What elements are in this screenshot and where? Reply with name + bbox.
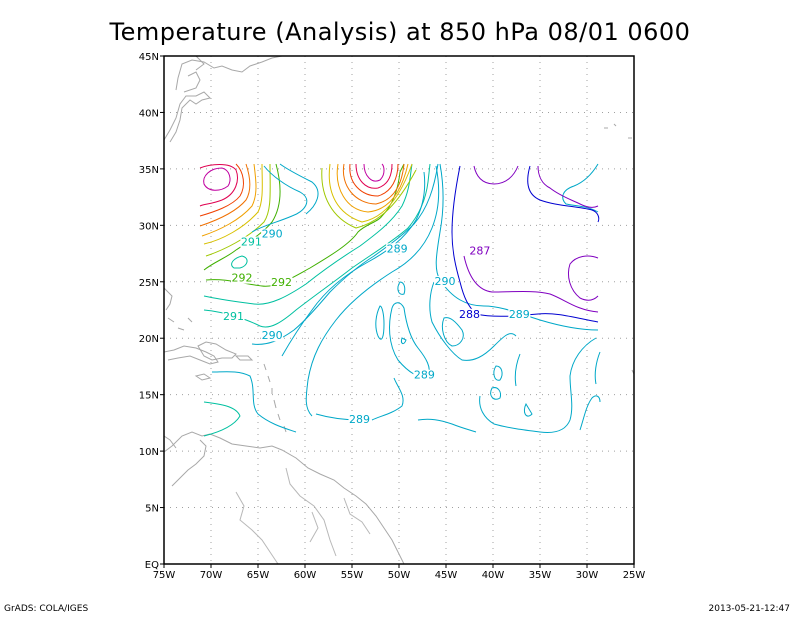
lat-tick-label: 45N xyxy=(139,52,159,63)
lon-tick-label: 40W xyxy=(482,570,505,581)
contour-label-bg xyxy=(261,330,284,342)
contour-label: 287 xyxy=(469,245,490,258)
timestamp: 2013-05-21-12:47 xyxy=(708,604,791,614)
lon-tick-label: 65W xyxy=(247,570,270,581)
longitude-tick-labels: 75W 70W 65W 60W 55W 50W 45W 40W 35W 30W 25W xyxy=(153,564,646,581)
coastlines xyxy=(163,55,635,565)
map-title: Temperature (Analysis) at 850 hPa 08/01 … xyxy=(109,18,691,46)
lat-tick-label: 10N xyxy=(139,447,159,458)
lat-tick-label: 5N xyxy=(145,504,159,515)
contour-label: 292 xyxy=(271,276,292,289)
lon-tick-label: 75W xyxy=(153,570,176,581)
lat-tick-label: 35N xyxy=(139,165,159,176)
contour-label: 290 xyxy=(435,275,456,288)
lon-tick-label: 35W xyxy=(529,570,552,581)
contour-label: 289 xyxy=(387,242,408,255)
latitude-tick-labels: EQ 5N 10N 15N 20N 25N 30N 35N 40N 45N xyxy=(139,52,164,571)
contour-label-bg xyxy=(434,276,457,288)
lat-tick-label: 15N xyxy=(139,391,159,402)
contour-label: 290 xyxy=(262,228,283,241)
contour-label-bg xyxy=(386,243,409,255)
lat-tick-label: 40N xyxy=(139,108,159,119)
contour-label: 291 xyxy=(223,310,244,323)
lat-tick-label: 25N xyxy=(139,278,159,289)
contour-label: 289 xyxy=(414,369,435,382)
contour-label-bg xyxy=(270,277,293,289)
contour-label-bg xyxy=(240,236,263,248)
grid-lines xyxy=(164,56,634,564)
lat-tick-label: EQ xyxy=(145,560,159,571)
lon-tick-label: 25W xyxy=(623,570,646,581)
lat-tick-label: 20N xyxy=(139,334,159,345)
contour-label-bg xyxy=(413,369,436,381)
contour-label: 292 xyxy=(232,272,253,285)
contour-label: 289 xyxy=(509,308,530,321)
lon-tick-label: 30W xyxy=(576,570,599,581)
lon-tick-label: 45W xyxy=(435,570,458,581)
contour-label: 289 xyxy=(349,413,370,426)
lat-tick-label: 30N xyxy=(139,221,159,232)
contour-label: 291 xyxy=(241,236,262,249)
contour-label-bg xyxy=(222,311,245,323)
lon-tick-label: 55W xyxy=(341,570,364,581)
lon-tick-label: 60W xyxy=(294,570,317,581)
contour-label: 288 xyxy=(459,308,480,321)
contour-label-bg xyxy=(261,228,284,240)
contour-label-bg xyxy=(508,308,531,320)
contour-label-bg xyxy=(458,308,481,320)
contour-label: 290 xyxy=(262,329,283,342)
lon-tick-label: 70W xyxy=(200,570,223,581)
lon-tick-label: 50W xyxy=(388,570,411,581)
grads-credit: GrADS: COLA/IGES xyxy=(4,604,89,614)
contour-label-bg xyxy=(348,413,371,425)
contour-label-bg xyxy=(468,245,491,257)
contour-label-bg xyxy=(231,272,254,284)
